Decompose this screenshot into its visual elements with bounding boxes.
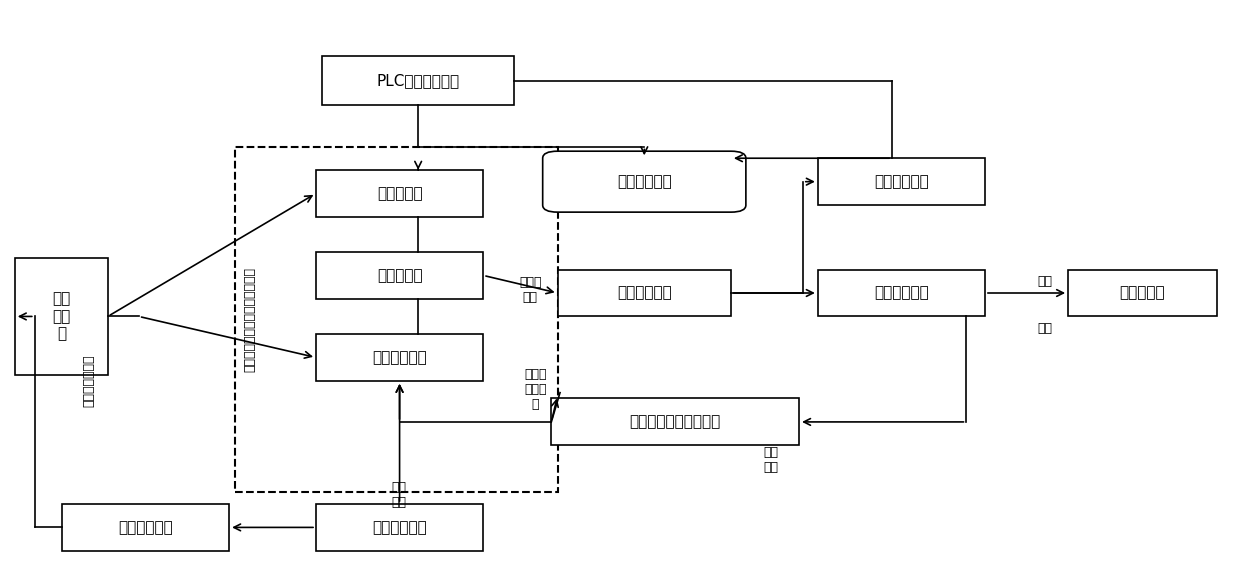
Bar [235,146,558,492]
Text: 数据采集系统: 数据采集系统 [372,520,427,535]
Bar [316,252,483,299]
Text: 故障点解决: 故障点解决 [1120,285,1165,301]
Text: 贝叶斯
算法: 贝叶斯 算法 [519,276,541,304]
Bar [1068,270,1217,316]
Text: PLC和传感器监测: PLC和传感器监测 [377,73,460,88]
Text: 模块状态层: 模块状态层 [377,186,422,201]
Text: 故障底事件层: 故障底事件层 [372,350,427,365]
Text: 模型自适应修正: 模型自适应修正 [83,355,95,407]
Text: 基于贝叶斯网络结构的诊断模型: 基于贝叶斯网络结构的诊断模型 [244,267,256,372]
Bar [322,56,514,105]
Bar [316,334,483,381]
Bar [818,158,985,205]
Bar [551,398,799,445]
Bar [316,504,483,551]
FancyBboxPatch shape [543,151,746,212]
Bar [818,270,985,316]
Bar [62,504,229,551]
Text: 错误: 错误 [1037,322,1052,335]
Text: 故障推理层: 故障推理层 [377,268,422,283]
Text: 模型自
适应修
正: 模型自 适应修 正 [524,368,546,411]
Text: 选择诊断模式: 选择诊断模式 [617,174,672,189]
Bar [558,270,731,316]
Text: 当前
时刻: 当前 时刻 [392,481,406,509]
Text: 故障原因定位: 故障原因定位 [873,285,929,301]
Text: 故障诊断结果: 故障诊断结果 [617,285,672,301]
Text: 正确: 正确 [1037,275,1052,288]
Text: 桥式
起重
机: 桥式 起重 机 [52,292,71,341]
Bar [316,170,483,217]
Text: 节点概率信息: 节点概率信息 [118,520,173,535]
Text: 重置此底事件故障概率: 重置此底事件故障概率 [629,414,721,430]
Text: 故障表现预测: 故障表现预测 [873,174,929,189]
Text: 再次
诊断: 再次 诊断 [763,446,778,474]
Bar [15,258,108,375]
